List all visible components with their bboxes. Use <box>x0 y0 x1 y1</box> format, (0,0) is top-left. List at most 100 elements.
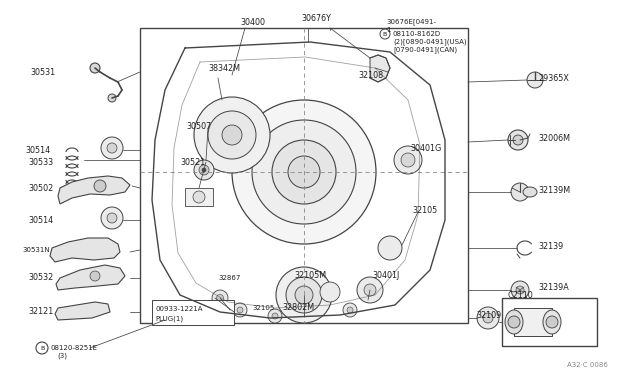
Circle shape <box>347 307 353 313</box>
Text: 30401G: 30401G <box>410 144 441 153</box>
Circle shape <box>101 137 123 159</box>
Text: 32105: 32105 <box>412 205 437 215</box>
Text: 32139A: 32139A <box>538 283 569 292</box>
Circle shape <box>90 63 100 73</box>
Circle shape <box>527 72 543 88</box>
Circle shape <box>90 271 100 281</box>
Text: 32105M: 32105M <box>294 270 326 279</box>
Circle shape <box>272 140 336 204</box>
Text: 32802M: 32802M <box>282 304 314 312</box>
Text: A32·C 0086: A32·C 0086 <box>567 362 608 368</box>
Circle shape <box>483 313 493 323</box>
Bar <box>185 188 213 206</box>
Circle shape <box>272 313 278 319</box>
Circle shape <box>193 191 205 203</box>
Text: 30533: 30533 <box>28 157 53 167</box>
Circle shape <box>288 156 320 188</box>
Circle shape <box>107 213 117 223</box>
Text: 32121: 32121 <box>28 308 53 317</box>
Text: 32139M: 32139M <box>538 186 570 195</box>
Circle shape <box>378 236 402 260</box>
Circle shape <box>108 94 116 102</box>
Circle shape <box>516 286 524 294</box>
Circle shape <box>216 295 223 301</box>
Text: 30400: 30400 <box>240 17 265 26</box>
Polygon shape <box>58 176 130 204</box>
Circle shape <box>477 307 499 329</box>
Text: 30531N: 30531N <box>22 247 50 253</box>
Bar <box>514 308 552 336</box>
Circle shape <box>222 125 242 145</box>
Bar <box>140 28 468 323</box>
Circle shape <box>508 316 520 328</box>
Circle shape <box>295 286 313 304</box>
Text: 32108: 32108 <box>358 71 383 80</box>
Text: (2)[0890-0491](USA): (2)[0890-0491](USA) <box>393 39 467 45</box>
Circle shape <box>276 267 332 323</box>
Text: (3): (3) <box>57 353 67 359</box>
Circle shape <box>364 284 376 296</box>
Circle shape <box>508 130 528 150</box>
Text: PLUG(1): PLUG(1) <box>155 316 183 322</box>
Circle shape <box>233 303 247 317</box>
Circle shape <box>94 180 106 192</box>
Ellipse shape <box>523 187 537 197</box>
Text: 38342M: 38342M <box>208 64 240 73</box>
Ellipse shape <box>505 310 523 334</box>
Text: 08120-8251E: 08120-8251E <box>50 345 97 351</box>
Text: 29365X: 29365X <box>538 74 569 83</box>
Text: 30521: 30521 <box>180 157 205 167</box>
Circle shape <box>237 307 243 313</box>
Polygon shape <box>50 238 120 262</box>
Text: 30502: 30502 <box>28 183 53 192</box>
Text: 30676E[0491-: 30676E[0491- <box>386 19 436 25</box>
Text: 30401J: 30401J <box>372 270 399 279</box>
Text: 32867: 32867 <box>218 275 241 281</box>
Text: 1: 1 <box>386 27 390 33</box>
Circle shape <box>511 281 529 299</box>
Circle shape <box>357 277 383 303</box>
Text: 08110-8162D: 08110-8162D <box>393 31 441 37</box>
Text: 30507: 30507 <box>186 122 211 131</box>
Ellipse shape <box>543 310 561 334</box>
Circle shape <box>208 111 256 159</box>
Circle shape <box>194 97 270 173</box>
Circle shape <box>194 160 214 180</box>
Circle shape <box>232 100 376 244</box>
Bar <box>152 300 234 325</box>
Circle shape <box>212 290 228 306</box>
Text: 32139: 32139 <box>538 241 563 250</box>
Circle shape <box>513 135 523 145</box>
Circle shape <box>36 342 48 354</box>
Text: 32006M: 32006M <box>538 134 570 142</box>
Circle shape <box>511 183 529 201</box>
Circle shape <box>101 207 123 229</box>
Circle shape <box>202 168 206 172</box>
Circle shape <box>252 120 356 224</box>
Polygon shape <box>55 302 110 320</box>
Text: 30514: 30514 <box>25 145 50 154</box>
Circle shape <box>394 146 422 174</box>
Text: 32105: 32105 <box>252 305 275 311</box>
Circle shape <box>107 143 117 153</box>
Text: B: B <box>383 32 387 36</box>
Circle shape <box>546 316 558 328</box>
Text: 32109: 32109 <box>476 311 501 321</box>
Bar <box>502 298 597 346</box>
Text: 30514: 30514 <box>28 215 53 224</box>
Circle shape <box>320 282 340 302</box>
Circle shape <box>268 309 282 323</box>
Polygon shape <box>56 265 125 290</box>
Text: 30676Y: 30676Y <box>301 13 331 22</box>
Text: [0790-0491](CAN): [0790-0491](CAN) <box>393 46 457 53</box>
Text: C2110: C2110 <box>508 291 534 299</box>
Circle shape <box>401 153 415 167</box>
Polygon shape <box>370 55 390 82</box>
Text: 00933-1221A: 00933-1221A <box>155 306 202 312</box>
Text: 30532: 30532 <box>28 273 53 282</box>
Circle shape <box>286 277 322 313</box>
Circle shape <box>343 303 357 317</box>
Text: 30531: 30531 <box>30 67 55 77</box>
Circle shape <box>199 165 209 175</box>
Text: B: B <box>40 346 44 350</box>
